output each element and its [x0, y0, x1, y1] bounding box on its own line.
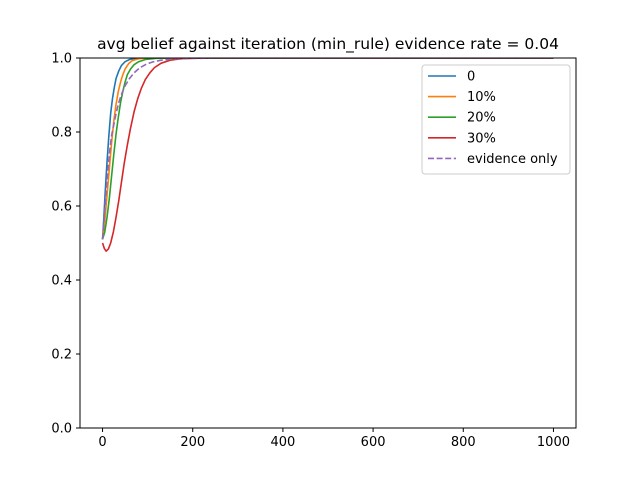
- chart-title: avg belief against iteration (min_rule) …: [97, 35, 559, 54]
- x-tick-label: 800: [451, 435, 476, 450]
- legend-label-4: evidence only: [467, 152, 558, 167]
- y-tick-label: 0.6: [51, 200, 72, 215]
- legend-box: [421, 64, 571, 175]
- y-tick-label: 0.2: [51, 348, 72, 363]
- plot-frame: [79, 57, 577, 429]
- y-tick-label: 0.0: [51, 422, 72, 437]
- y-tick-label: 0.4: [51, 274, 72, 289]
- legend: 0 10% 20% 30% evidence only: [421, 64, 571, 175]
- y-tick-label: 0.8: [51, 126, 72, 141]
- legend-label-3: 30%: [467, 131, 496, 146]
- x-axis: 0 200 400 600 800 1000: [98, 428, 570, 450]
- legend-label-0: 0: [467, 70, 475, 85]
- x-tick-label: 400: [270, 435, 295, 450]
- x-tick-label: 600: [361, 435, 386, 450]
- series-line-3: [101, 58, 554, 252]
- series-line-0: [101, 58, 554, 240]
- y-axis: 0.0 0.2 0.4 0.6 0.8 1.0: [51, 52, 80, 437]
- x-tick-label: 1000: [537, 435, 570, 450]
- legend-label-2: 20%: [467, 111, 496, 126]
- series-layer: [101, 58, 554, 252]
- x-tick-label: 200: [180, 435, 205, 450]
- y-tick-label: 1.0: [51, 52, 72, 67]
- series-line-1: [101, 58, 554, 240]
- series-line-4: [101, 58, 554, 240]
- legend-label-1: 10%: [467, 90, 496, 105]
- x-tick-label: 0: [98, 435, 106, 450]
